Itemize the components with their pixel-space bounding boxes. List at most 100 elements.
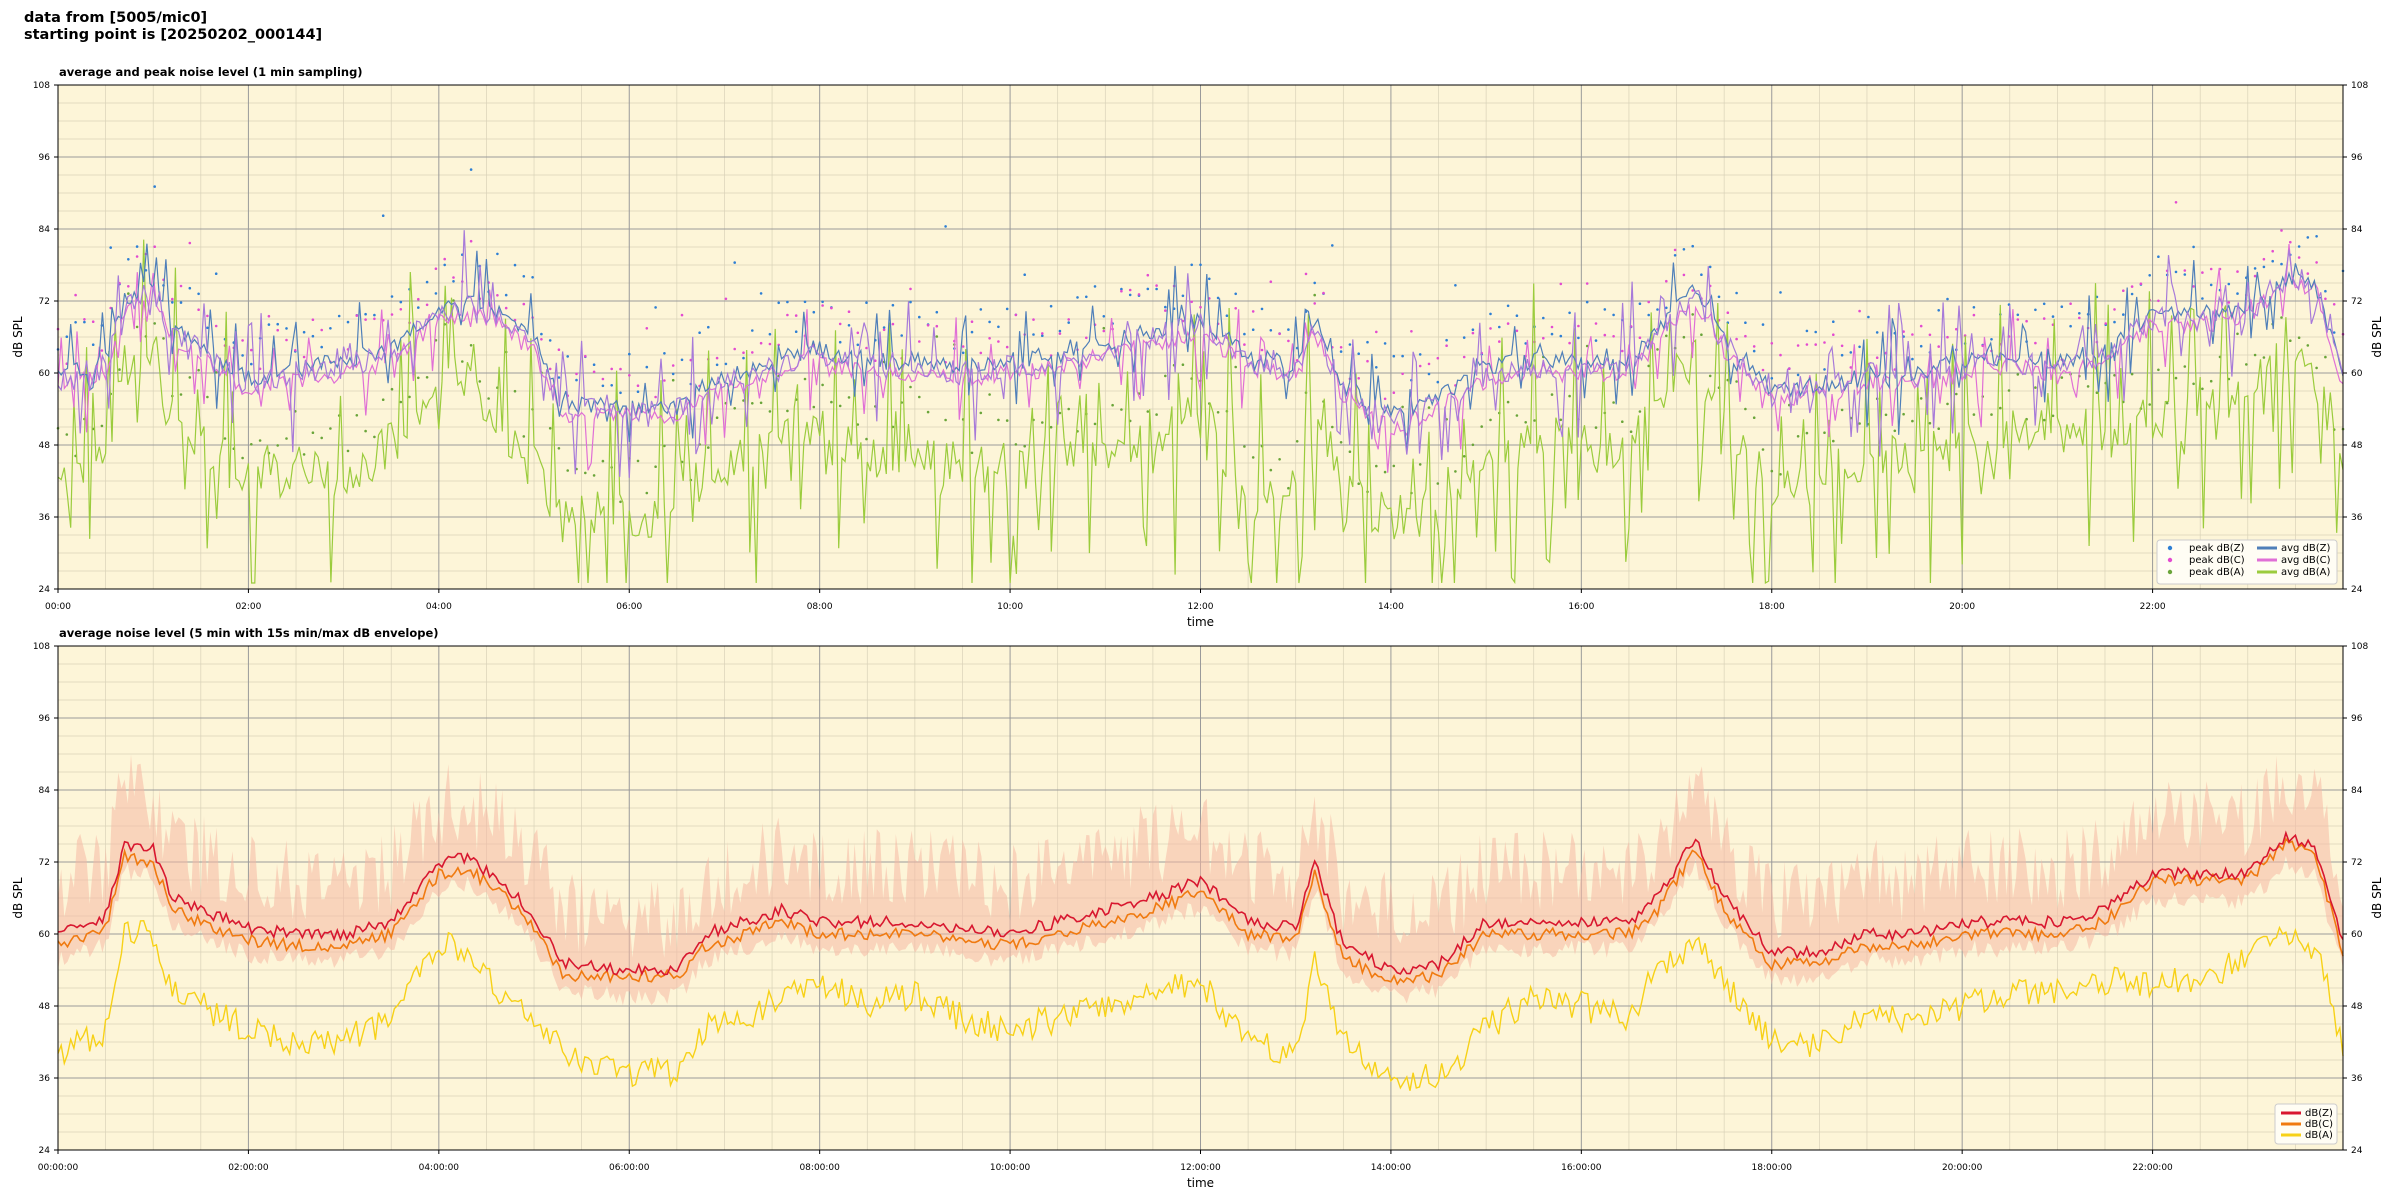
peak-point-c [821,304,824,307]
peak-point-c [2157,299,2160,303]
peak-point-z [1181,294,1185,298]
peak-point-c [1383,397,1387,401]
peak-point-z [2209,283,2213,287]
peak-point-c [522,302,526,306]
peak-point-z [1146,287,1150,291]
data-layer [56,168,2345,585]
peak-point-a [812,405,816,409]
header-source-line: data from [5005/mic0] [24,10,208,26]
peak-point-a [2095,391,2099,395]
peak-point-c [1805,343,1809,346]
peak-point-z [645,365,649,369]
peak-point-c [153,245,156,248]
peak-point-z [1761,323,1765,326]
peak-point-c [680,313,684,317]
peak-point-c [1515,329,1519,333]
peak-point-c [1770,342,1774,345]
peak-point-a [1392,464,1396,468]
peak-point-z [346,320,350,324]
peak-point-z [628,352,631,356]
peak-point-a [2236,332,2239,336]
peak-point-a [1023,444,1026,448]
peak-point-c [1594,322,1598,325]
peak-point-a [1418,463,1422,466]
peak-point-c [1392,391,1396,395]
peak-point-a [1990,413,1993,416]
peak-point-z [2324,289,2327,293]
peak-point-c [1401,372,1404,376]
peak-point-a [425,376,429,379]
peak-point-a [548,427,552,430]
peak-point-a [1594,426,1598,429]
peak-point-z [504,293,508,297]
peak-point-a [2183,365,2187,368]
peak-point-a [197,368,200,372]
ytick-label-right: 24 [2351,1146,2363,1156]
peak-point-a [1656,348,1659,351]
peak-point-z [197,292,200,296]
y-axis-label-right: dB SPL [2370,316,2384,358]
peak-point-c [1067,318,1070,321]
peak-point-c [302,355,306,359]
peak-point-a [311,431,315,435]
xtick-label: 00:00:00 [38,1163,79,1173]
ytick-label-right: 108 [2351,642,2368,652]
peak-point-c [2209,267,2213,271]
xtick-label: 08:00:00 [799,1163,840,1173]
peak-point-c [988,337,991,340]
peak-point-z [381,214,385,217]
peak-point-c [997,340,1000,343]
peak-point-c [1375,330,1378,334]
peak-point-a [566,469,569,472]
ytick-label-right: 36 [2351,1074,2363,1084]
peak-point-z [1656,308,1659,311]
xtick-label: 06:00 [616,602,642,612]
peak-point-z [2192,245,2195,249]
peak-point-a [1005,419,1009,422]
peak-point-z [469,168,473,171]
peak-point-a [373,435,376,439]
peak-point-a [1999,406,2002,410]
ytick-label-right: 72 [2351,858,2362,868]
peak-point-z [979,308,983,311]
peak-point-c [926,324,930,327]
peak-point-a [162,337,165,340]
peak-point-a [1243,445,1246,448]
peak-point-z [1770,377,1774,380]
peak-point-z [1752,349,1756,353]
peak-point-z [707,325,710,329]
legend: peak dB(Z)peak dB(C)peak dB(A)avg dB(Z)a… [2156,539,2338,585]
peak-point-a [1375,464,1378,468]
peak-point-c [425,303,429,307]
legend-label: avg dB(A) [2281,567,2331,578]
peak-point-c [874,359,877,363]
ytick-label-right: 48 [2351,1002,2363,1012]
peak-point-c [961,345,965,348]
axis-ticks: 24 24 36 36 48 48 60 60 72 72 84 84 96 96 108 108 00:00 0… [33,81,2369,612]
peak-point-z [1814,330,1817,334]
ytick-label-left: 84 [39,225,51,235]
peak-point-c [320,328,324,332]
peak-point-a [1524,421,1527,424]
peak-point-z [838,340,842,344]
peak-point-c [1128,288,1132,292]
peak-point-z [513,263,517,267]
peak-point-a [399,400,403,404]
series-line-overlay [57,230,2344,478]
peak-point-a [751,402,754,405]
peak-point-c [2113,308,2116,311]
peak-point-a [1383,470,1387,474]
peak-point-c [1691,289,1694,292]
peak-point-c [794,314,798,317]
peak-point-c [469,239,473,243]
peak-point-a [135,325,139,329]
peak-point-c [2139,282,2143,286]
peak-point-z [399,300,403,304]
peak-point-z [65,335,69,339]
ytick-label-right: 84 [2351,225,2363,235]
peak-point-c [2324,297,2327,301]
peak-point-a [1278,458,1281,461]
peak-point-z [1208,277,1211,281]
ytick-label-left: 72 [39,858,50,868]
peak-point-a [1893,429,1897,433]
